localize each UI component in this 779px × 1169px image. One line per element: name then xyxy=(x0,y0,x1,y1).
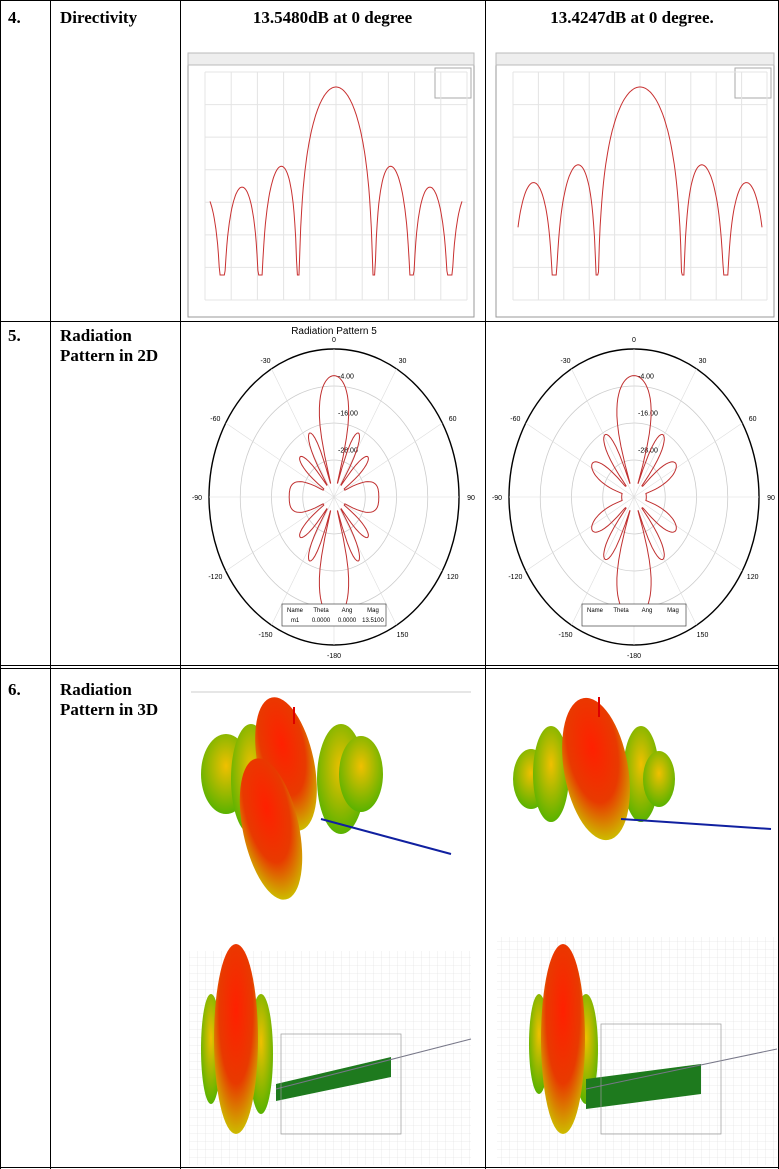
blob xyxy=(513,693,771,846)
angle-label: 0 xyxy=(332,337,336,344)
rule xyxy=(0,1167,779,1168)
polar-spoke xyxy=(226,423,334,497)
row-label: Radiation Pattern in 2D xyxy=(60,326,160,366)
radius-label: -16.00 xyxy=(338,411,358,418)
angle-label: 60 xyxy=(749,416,757,423)
polar-spoke xyxy=(334,369,397,497)
angle-label: -30 xyxy=(260,358,270,365)
marker-cell: m1 xyxy=(291,618,300,624)
row-label: Radiation Pattern in 3D xyxy=(60,680,160,720)
angle-label: -30 xyxy=(560,358,570,365)
rule xyxy=(0,0,779,1)
angle-label: 90 xyxy=(767,495,775,502)
angle-label: 150 xyxy=(397,632,409,639)
blob xyxy=(201,692,451,906)
angle-label: 0 xyxy=(632,337,636,344)
directivity-plot xyxy=(187,52,475,318)
rule xyxy=(0,665,779,666)
marker-cell: 0.0000 xyxy=(312,618,331,624)
polar-spoke xyxy=(526,497,634,571)
angle-label: -150 xyxy=(258,632,272,639)
rule xyxy=(50,0,51,1169)
radius-label: -4.00 xyxy=(638,374,654,381)
polar-spoke xyxy=(634,423,742,497)
polar-plot: 0 30 60 90 120 150 -180 -150 -120 -90 -60 -30 -4.00 -… xyxy=(490,322,778,664)
angle-label: 30 xyxy=(399,358,407,365)
angle-label: -90 xyxy=(192,495,202,502)
angle-label: -60 xyxy=(210,416,220,423)
polar-spoke xyxy=(634,497,742,571)
radius-label: -28.00 xyxy=(638,448,658,455)
angle-label: -90 xyxy=(492,495,502,502)
marker-header: Theta xyxy=(613,608,629,614)
angle-label: -120 xyxy=(508,574,522,581)
page: 4. Directivity 13.5480dB at 0 degree 13.… xyxy=(0,0,779,1169)
row-number: 5. xyxy=(8,326,21,346)
cell-text: 13.5480dB at 0 degree xyxy=(180,8,485,28)
rule xyxy=(0,0,1,1169)
cell-text: 13.4247dB at 0 degree. xyxy=(485,8,779,28)
angle-label: -120 xyxy=(208,574,222,581)
polar-spoke xyxy=(226,497,334,571)
polar-spoke xyxy=(334,497,442,571)
marker-header: Name xyxy=(587,608,604,614)
polar-spoke xyxy=(526,423,634,497)
angle-label: -150 xyxy=(558,632,572,639)
polar-plot: Radiation Pattern 50 30 60 90 120 150 -180 -150… xyxy=(185,322,483,664)
directivity-plot xyxy=(495,52,775,318)
marker-header: Theta xyxy=(313,608,329,614)
row-label: Directivity xyxy=(60,8,137,28)
angle-label: 90 xyxy=(467,495,475,502)
angle-label: -180 xyxy=(627,653,641,660)
angle-label: 30 xyxy=(699,358,707,365)
plot-header xyxy=(496,53,774,65)
polar-spoke xyxy=(334,423,442,497)
3d-patterns xyxy=(181,669,778,1167)
plot-header xyxy=(188,53,474,65)
marker-header: Ang xyxy=(642,608,653,614)
row-number: 4. xyxy=(8,8,21,28)
angle-label: -60 xyxy=(510,416,520,423)
angle-label: 150 xyxy=(697,632,709,639)
polar-spoke xyxy=(634,369,697,497)
row-number: 6. xyxy=(8,680,21,700)
marker-header: Name xyxy=(287,608,304,614)
marker-header: Mag xyxy=(367,608,379,614)
angle-label: 60 xyxy=(449,416,457,423)
marker-cell: 0.0000 xyxy=(338,618,357,624)
angle-label: 120 xyxy=(747,574,759,581)
polar-spoke xyxy=(272,369,335,497)
marker-cell: 13.5100 xyxy=(362,618,384,624)
polar-spoke xyxy=(572,369,635,497)
polar-title: Radiation Pattern 5 xyxy=(291,326,377,337)
angle-label: 120 xyxy=(447,574,459,581)
marker-header: Mag xyxy=(667,608,679,614)
marker-header: Ang xyxy=(342,608,353,614)
radius-label: -16.00 xyxy=(638,411,658,418)
angle-label: -180 xyxy=(327,653,341,660)
